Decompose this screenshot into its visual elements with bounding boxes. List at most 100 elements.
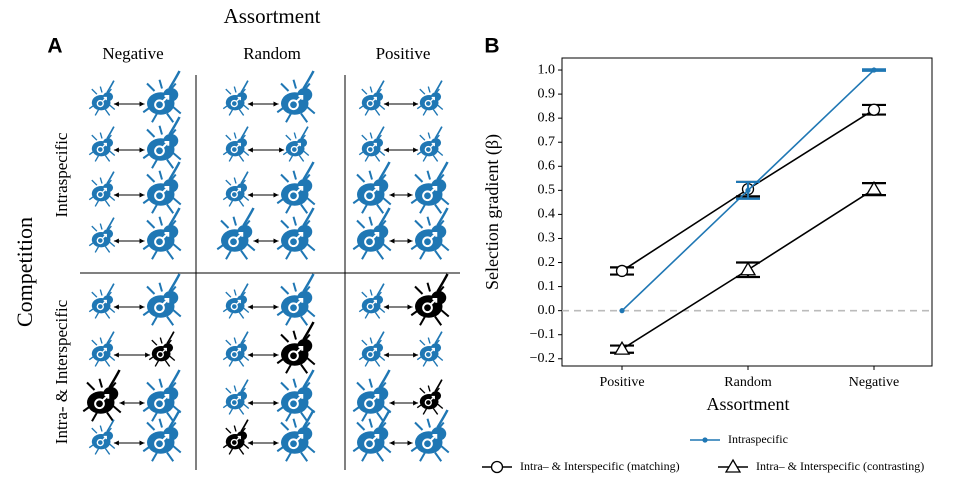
male-symbol (228, 236, 239, 248)
male-symbol (295, 142, 301, 148)
beetle-leg (228, 109, 234, 116)
beetle-leg (106, 411, 115, 422)
beetle-leg (293, 132, 297, 139)
arrow-head (389, 192, 413, 198)
beetle-leg (434, 203, 443, 214)
beetle-leg (280, 82, 290, 92)
beetle-leg (104, 109, 111, 116)
beetle-leg (238, 200, 245, 207)
beetle-horn (436, 273, 449, 293)
beetle-horn (240, 80, 249, 93)
beetle-leg (220, 219, 230, 229)
beetle-leg (225, 387, 232, 394)
male-symbol (422, 190, 433, 202)
beetle-leg (233, 177, 237, 184)
beetle-leg (361, 134, 368, 141)
beetle-leg (361, 339, 368, 346)
beetle-leg (225, 250, 232, 260)
beetle-leg (228, 408, 234, 415)
male-symbol (96, 236, 104, 245)
beetle-horn (240, 331, 249, 344)
beetle-horn (436, 409, 449, 429)
y-tick-label: −0.2 (530, 351, 555, 366)
beetle-leg (292, 170, 297, 180)
beetle-leg (91, 291, 98, 298)
male-symbol (235, 187, 241, 193)
beetle-icon (88, 80, 116, 116)
beetle-leg (356, 219, 366, 229)
beetle-icon (88, 217, 116, 253)
beetle-leg (292, 418, 297, 428)
beetle-leg (419, 339, 426, 346)
male-symbol (235, 435, 241, 441)
male-symbol (101, 347, 107, 353)
beetle-horn (106, 80, 115, 93)
beetle-horn (434, 80, 443, 93)
male-symbol (230, 99, 238, 108)
male-symbol (96, 350, 104, 359)
beetle-horn (376, 126, 385, 139)
male-symbol (235, 299, 241, 305)
beetle-icon (222, 171, 250, 207)
beetle-leg (419, 250, 426, 260)
beetle-horn (106, 419, 115, 432)
male-symbol (364, 438, 375, 450)
male-symbol (161, 434, 170, 442)
point (867, 103, 881, 116)
beetle-leg (292, 282, 297, 292)
beetle-icon (352, 161, 392, 214)
beetle-horn (302, 207, 315, 227)
male-symbol (161, 95, 170, 103)
x-axis-label: Assortment (707, 394, 790, 414)
point (615, 264, 629, 278)
beetle-leg (368, 418, 373, 428)
y-tick-label: 0.5 (538, 183, 556, 198)
male-symbol (230, 438, 238, 447)
male-symbol (235, 232, 244, 240)
beetle-icon (276, 273, 316, 326)
beetle-leg (285, 364, 292, 374)
beetle-leg (414, 219, 424, 229)
male-symbol (101, 142, 107, 148)
male-symbol (295, 232, 304, 240)
beetle-horn (168, 116, 181, 136)
male-symbol (429, 232, 438, 240)
beetle-leg (300, 411, 309, 422)
beetle-leg (361, 204, 368, 214)
beetle-leg (285, 316, 292, 326)
beetle-leg (151, 159, 158, 169)
beetle-leg (427, 385, 431, 392)
beetle-horn (168, 161, 181, 181)
beetle-horn (378, 161, 391, 181)
beetle-leg (99, 425, 103, 432)
beetle-leg (94, 109, 100, 116)
beetle-leg (300, 203, 309, 214)
beetle-leg (151, 452, 158, 462)
beetle-leg (158, 79, 163, 89)
male-symbol (101, 394, 110, 402)
beetle-leg (146, 173, 156, 183)
beetle-icon (410, 273, 450, 326)
beetle-icon (88, 331, 116, 367)
beetle-leg (166, 411, 175, 422)
beetle-leg (146, 381, 156, 391)
beetle-icon (222, 283, 250, 319)
beetle-leg (364, 109, 370, 116)
beetle-leg (280, 381, 290, 391)
plot-frame (561, 57, 933, 367)
beetle-leg (94, 360, 100, 367)
beetle-leg (426, 418, 431, 428)
male-symbol (295, 298, 304, 306)
beetle-leg (376, 411, 385, 422)
beetle-leg (364, 312, 370, 319)
male-symbol (161, 347, 167, 353)
male-symbol (154, 438, 165, 450)
male-symbol (429, 186, 438, 194)
beetle-leg (104, 200, 111, 207)
row-title: Competition (12, 217, 37, 327)
beetle-leg (166, 315, 175, 326)
male-symbol (230, 398, 238, 407)
beetle-leg (104, 360, 111, 367)
beetle-leg (285, 412, 292, 422)
male-symbol (96, 302, 104, 311)
